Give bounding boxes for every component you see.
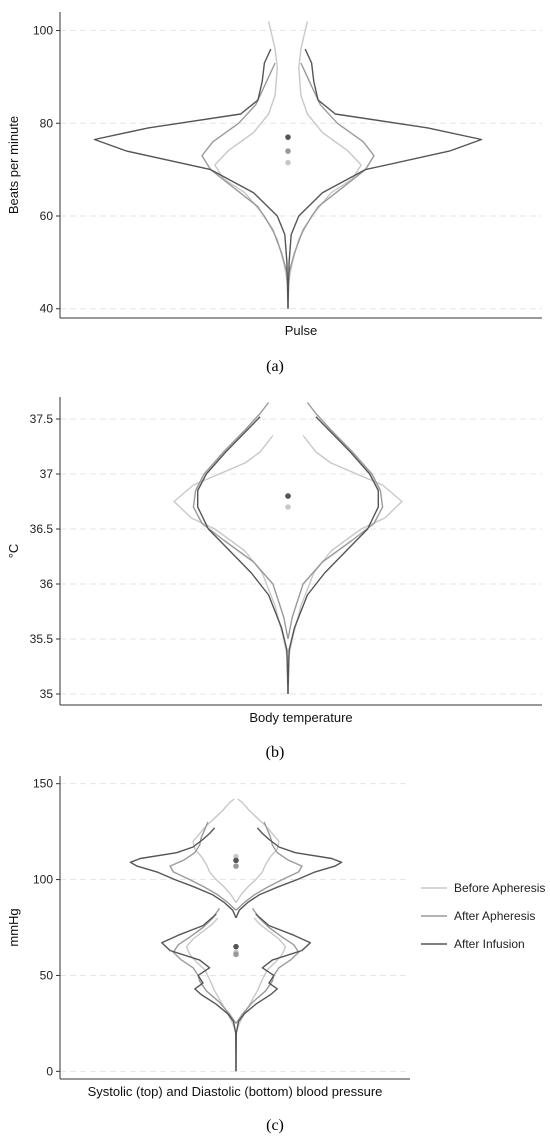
violin-before-apheresis-diastolic-right <box>235 917 287 1034</box>
y-tick-label: 60 <box>40 209 54 223</box>
y-tick-label: 100 <box>33 873 53 887</box>
chart-panel-2: 35 35.5 36 36.5 37 37.5 °C Body temperature <box>6 397 542 725</box>
median-point-before-apheresis-systolic <box>233 853 239 860</box>
y-tick-label: 150 <box>33 777 53 791</box>
violin-before-apheresis-systolic-left <box>192 798 237 903</box>
x-axis-label: Pulse <box>285 323 318 338</box>
x-axis-label: Systolic (top) and Diastolic (bottom) bl… <box>88 1084 383 1099</box>
violin-after-infusion-diastolic-right <box>235 913 311 1072</box>
y-tick-label: 36.5 <box>30 522 54 536</box>
median-point-after-apheresis-diastolic <box>233 951 239 958</box>
y-tick-label: 37 <box>40 467 54 481</box>
median-point-after-infusion-systolic <box>233 857 239 864</box>
violin-after-infusion-diastolic-left <box>161 913 237 1072</box>
y-axis-label: mmHg <box>6 908 21 946</box>
y-axis-label: °C <box>6 544 21 559</box>
violin-before-apheresis-diastolic-left <box>185 917 237 1034</box>
median-point-after-apheresis <box>285 148 291 154</box>
violin-after-apheresis-left <box>201 62 289 277</box>
violin-after-apheresis-systolic-right <box>235 821 303 911</box>
violin-after-infusion-right <box>287 416 379 695</box>
legend-entry: Before Apheresis <box>454 881 545 895</box>
chart-panel-3: 0 50 100 150 mmHg Systolic (top) and Diastoli… <box>6 776 410 1099</box>
y-tick-label: 50 <box>40 968 54 982</box>
median-point-after-apheresis-systolic <box>233 863 239 869</box>
legend: Before Apheresis After Apheresis After Inf… <box>421 881 545 951</box>
y-tick-label: 40 <box>40 302 54 316</box>
legend-entry: After Apheresis <box>454 909 535 923</box>
median-point-after-infusion-diastolic <box>233 943 239 950</box>
median-point-after-infusion <box>285 134 291 140</box>
violin-before-apheresis-right <box>287 21 362 286</box>
violin-after-apheresis-diastolic-right <box>235 907 300 1024</box>
median-point-after-infusion <box>285 493 291 499</box>
violin-after-apheresis-left <box>192 402 289 640</box>
violin-before-apheresis-left <box>214 21 289 286</box>
chart-panel-1: 40 60 80 100 Beats per minute Pulse <box>6 12 542 338</box>
violin-after-infusion-systolic-right <box>235 827 343 919</box>
violin-after-apheresis-right <box>287 62 375 277</box>
violin-after-apheresis-right <box>287 402 384 640</box>
violin-before-apheresis-systolic-right <box>235 798 280 903</box>
y-tick-label: 36 <box>40 577 54 591</box>
x-axis-label: Body temperature <box>249 710 352 725</box>
y-tick-label: 100 <box>33 24 53 38</box>
legend-entry: After Infusion <box>454 937 525 951</box>
median-point-before-apheresis <box>285 159 291 166</box>
caption-b: (b) <box>265 744 285 761</box>
caption-c: (c) <box>266 1117 284 1134</box>
violin-before-apheresis-left <box>173 435 289 662</box>
caption-a: (a) <box>266 358 284 375</box>
y-tick-label: 35 <box>40 687 54 701</box>
y-tick-label: 0 <box>46 1064 53 1078</box>
median-point-before-apheresis <box>285 504 291 510</box>
y-tick-label: 80 <box>40 116 54 130</box>
violin-after-infusion-systolic-left <box>129 827 237 919</box>
violin-after-infusion-left <box>197 416 289 695</box>
y-tick-label: 37.5 <box>30 412 54 426</box>
violin-after-apheresis-systolic-left <box>169 821 237 911</box>
y-axis-label: Beats per minute <box>6 116 21 214</box>
violin-after-infusion-right <box>287 48 483 309</box>
violin-after-apheresis-diastolic-left <box>172 907 237 1024</box>
y-tick-label: 35.5 <box>30 632 54 646</box>
violin-after-infusion-left <box>93 48 289 309</box>
violin-before-apheresis-right <box>287 435 403 662</box>
